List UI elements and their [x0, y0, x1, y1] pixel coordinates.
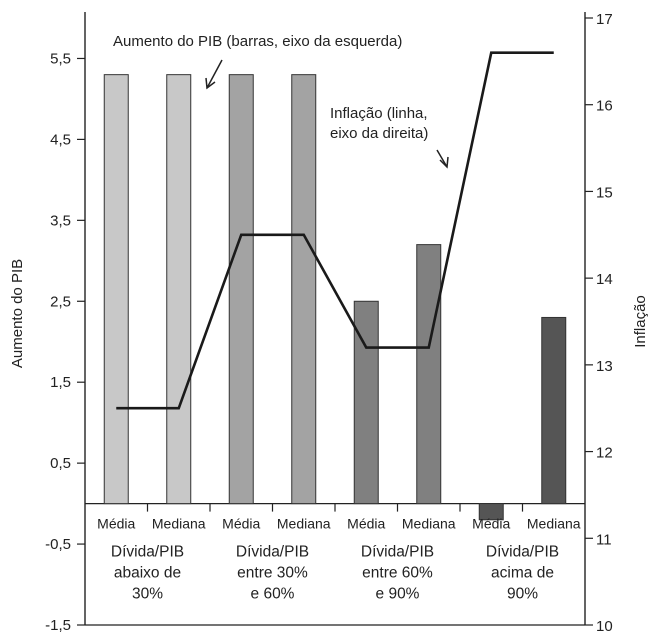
group-label: Dívida/PIB [486, 544, 559, 561]
category-label: Média [472, 516, 510, 532]
group-label: entre 60% [362, 565, 433, 582]
inflation-line [116, 51, 554, 410]
left-tick-label: 2,5 [50, 293, 71, 310]
bar [291, 74, 317, 505]
group-label: e 90% [376, 586, 420, 603]
right-tick-label: 13 [596, 358, 613, 375]
group-label: 90% [507, 586, 538, 603]
left-tick-label: -0,5 [45, 536, 71, 553]
category-label: Média [222, 516, 260, 532]
annotation-line-arrowhead [439, 156, 449, 169]
right-tick-label: 14 [596, 271, 613, 288]
category-label: Média [347, 516, 385, 532]
right-tick-label: 17 [596, 11, 613, 28]
bar [541, 316, 567, 505]
left-tick-label: -1,5 [45, 617, 71, 634]
category-label: Mediana [402, 516, 456, 532]
bar [103, 74, 129, 505]
group-label: acima de [491, 565, 554, 582]
right-tick-label: 15 [596, 184, 613, 201]
bar [416, 244, 442, 505]
category-label: Média [97, 516, 135, 532]
left-tick-label: 0,5 [50, 455, 71, 472]
category-label: Mediana [152, 516, 206, 532]
group-label: Dívida/PIB [111, 544, 184, 561]
right-tick-label: 12 [596, 445, 613, 462]
group-label: entre 30% [237, 565, 308, 582]
right-axis-title: Inflação [632, 295, 649, 348]
category-label: Mediana [527, 516, 581, 532]
annotation-bars-arrowhead [205, 77, 216, 90]
left-tick-label: 1,5 [50, 374, 71, 391]
category-label: Mediana [277, 516, 331, 532]
left-tick-label: 3,5 [50, 212, 71, 229]
group-label: Dívida/PIB [361, 544, 434, 561]
group-label: e 60% [251, 586, 295, 603]
group-label: 30% [132, 586, 163, 603]
right-tick-label: 11 [596, 531, 612, 548]
bar [228, 74, 254, 505]
bar [478, 503, 504, 521]
annotation-line-arrow [436, 149, 448, 168]
group-label: abaixo de [114, 565, 181, 582]
bar [166, 74, 192, 505]
annotation-line: Inflação (linha, [330, 105, 428, 122]
right-tick-label: 16 [596, 98, 613, 115]
right-tick-label: 10 [596, 618, 613, 634]
left-tick-label: 4,5 [50, 131, 71, 148]
annotation-bars: Aumento do PIB (barras, eixo da esquerda… [113, 33, 402, 50]
group-label: Dívida/PIB [236, 544, 309, 561]
annotation-line: eixo da direita) [330, 125, 428, 142]
left-tick-label: 5,5 [50, 50, 71, 67]
annotation-bars-arrow [206, 59, 223, 89]
left-axis-title: Aumento do PIB [9, 259, 26, 368]
